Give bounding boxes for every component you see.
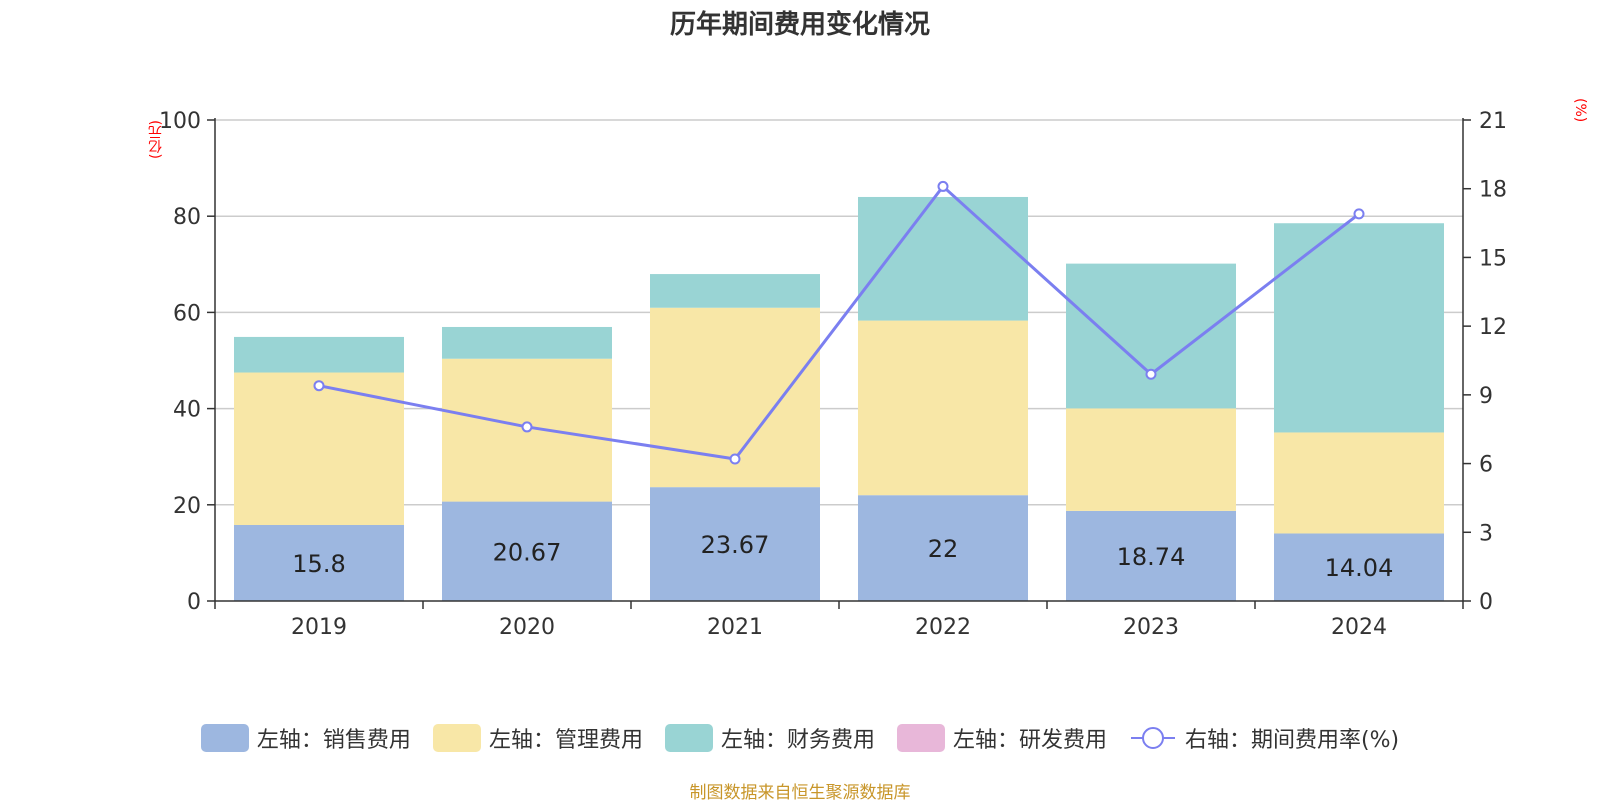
x-axis-tick-label: 2019 (291, 615, 347, 640)
legend-swatch-rnd (896, 724, 945, 752)
x-axis-tick-label: 2021 (707, 615, 763, 640)
legend-label-expense-ratio: 右轴：期间费用率(%) (1184, 728, 1400, 753)
legend-item-rnd[interactable]: 左轴：研发费用 (896, 722, 1107, 754)
bar-segment (1066, 408, 1236, 511)
bar-data-label: 15.8 (292, 550, 345, 578)
right-axis-tick-label: 3 (1479, 521, 1493, 546)
right-axis-tick-label: 18 (1479, 178, 1507, 203)
legend-item-sales[interactable]: 左轴：销售费用 (200, 722, 411, 754)
left-axis-tick-label: 0 (187, 590, 201, 615)
expense-ratio-point (729, 453, 741, 465)
x-axis-tick-label: 2020 (499, 615, 555, 640)
bar-data-label: 14.04 (1325, 554, 1394, 582)
x-axis-tick-label: 2024 (1331, 615, 1387, 640)
bar-segment (442, 326, 612, 359)
bar-segment (858, 320, 1028, 496)
bar-segment (234, 372, 404, 526)
left-axis-tick-label: 60 (173, 301, 201, 326)
right-axis-tick-label: 21 (1479, 109, 1507, 134)
expense-ratio-point (521, 421, 533, 433)
legend-item-admin[interactable]: 左轴：管理费用 (432, 722, 643, 754)
legend-item-expense-ratio[interactable]: 右轴：期间费用率(%) (1129, 722, 1399, 754)
bar-segment (650, 487, 820, 601)
right-axis-tick-label: 12 (1479, 315, 1507, 340)
x-axis-tick-label: 2023 (1123, 615, 1179, 640)
right-axis-tick-label: 0 (1479, 590, 1493, 615)
legend-swatch-sales (200, 724, 249, 752)
bar-segment (858, 196, 1028, 321)
expense-ratio-point (313, 380, 325, 392)
bar-segment (858, 495, 1028, 601)
legend-label-finance: 左轴：财务费用 (720, 728, 875, 753)
chart-title: 历年期间费用变化情况 (669, 10, 930, 40)
bar-segment (234, 336, 404, 373)
legend-label-rnd: 左轴：研发费用 (952, 728, 1107, 753)
bar-segment (1274, 223, 1444, 433)
legend-swatch-admin (432, 724, 481, 752)
right-axis-tick-label: 9 (1479, 384, 1493, 409)
data-source-note: 制图数据来自恒生聚源数据库 (689, 783, 911, 803)
right-axis-unit: (%) (1572, 98, 1588, 123)
legend-line-circle-icon (1130, 727, 1175, 749)
expense-ratio-point (1353, 208, 1365, 220)
expense-ratio-point (1145, 368, 1157, 380)
x-axis-tick-label: 2022 (915, 615, 971, 640)
bar-segment (1066, 510, 1236, 601)
bar-segment (234, 525, 404, 601)
left-axis-tick-label: 80 (173, 205, 201, 230)
bar-segment (650, 274, 820, 308)
right-axis-tick-label: 6 (1479, 453, 1493, 478)
legend: 左轴：销售费用 左轴：管理费用 左轴：财务费用 左轴：研发费用 右轴：期间费用率… (0, 722, 1600, 754)
expense-ratio-line (318, 184, 1360, 461)
bar-data-label: 20.67 (493, 538, 562, 566)
bar-data-label: 18.74 (1117, 543, 1186, 571)
left-axis-tick-label: 100 (159, 109, 201, 134)
bar-segment (442, 501, 612, 601)
right-axis-tick-label: 15 (1479, 246, 1507, 271)
expense-ratio-point (937, 180, 949, 192)
bar-segment (1066, 263, 1236, 409)
bar-data-label: 23.67 (701, 531, 770, 559)
legend-label-admin: 左轴：管理费用 (488, 728, 643, 753)
legend-swatch-finance (664, 724, 713, 752)
legend-label-sales: 左轴：销售费用 (256, 728, 411, 753)
bar-segment (1274, 533, 1444, 601)
left-axis-tick-label: 20 (173, 494, 201, 519)
left-axis-tick-label: 40 (173, 398, 201, 423)
bar-segment (1274, 432, 1444, 534)
bar-data-label: 22 (928, 535, 959, 563)
legend-item-finance[interactable]: 左轴：财务费用 (664, 722, 875, 754)
